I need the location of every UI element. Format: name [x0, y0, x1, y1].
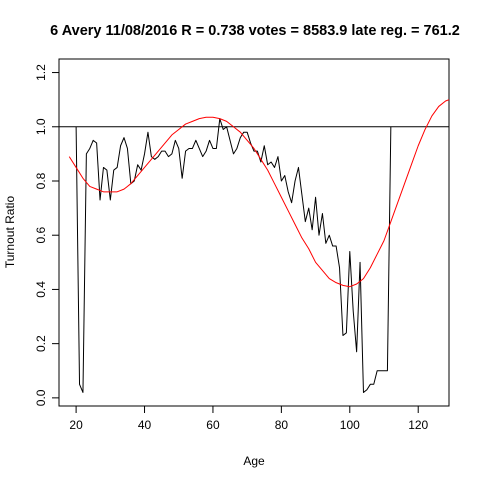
x-tick-label: 80 [275, 418, 289, 432]
y-tick-label: 0.6 [34, 227, 48, 244]
series-line-2 [69, 100, 449, 287]
x-tick-label: 40 [138, 418, 152, 432]
x-axis: 20 40 60 80 100 120 [69, 406, 428, 432]
series-line-1 [76, 119, 391, 393]
y-tick-label: 0.2 [34, 335, 48, 352]
x-axis-label: Age [243, 454, 265, 468]
x-tick-label: 20 [69, 418, 83, 432]
chart-title: 6 Avery 11/08/2016 R = 0.738 votes = 858… [50, 23, 460, 39]
y-axis: 0.0 0.2 0.4 0.6 0.8 1.0 1.2 [34, 64, 59, 406]
y-tick-label: 0.0 [34, 389, 48, 406]
plot-frame [59, 59, 449, 406]
series-layer [69, 100, 449, 393]
y-axis-label: Turnout Ratio [3, 196, 17, 269]
y-tick-label: 1.2 [34, 64, 48, 81]
x-tick-label: 100 [340, 418, 360, 432]
y-tick-label: 1.0 [34, 118, 48, 135]
x-tick-label: 120 [408, 418, 428, 432]
x-tick-label: 60 [206, 418, 220, 432]
y-tick-label: 0.8 [34, 172, 48, 189]
y-tick-label: 0.4 [34, 281, 48, 298]
